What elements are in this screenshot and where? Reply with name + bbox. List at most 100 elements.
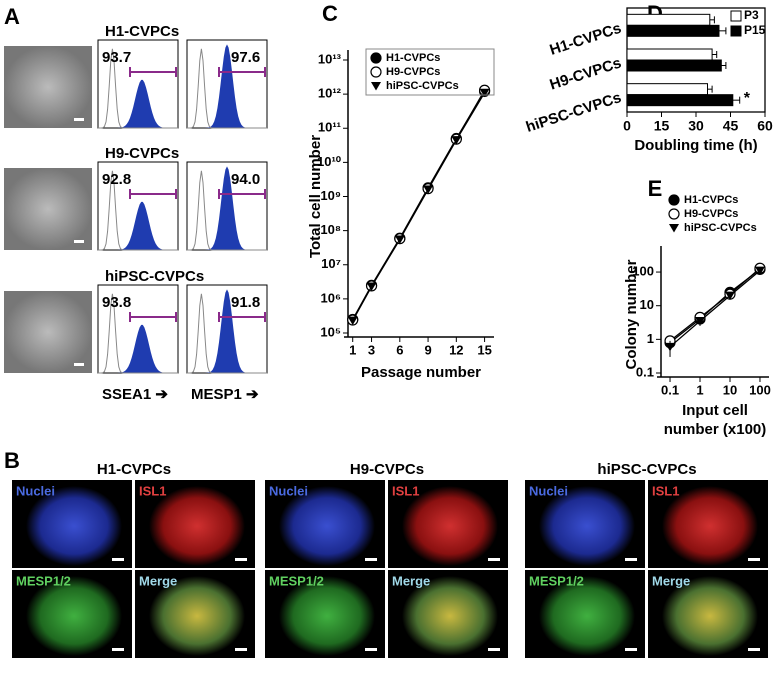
colony (149, 486, 245, 566)
marker (724, 291, 735, 301)
bar (626, 13, 711, 26)
y-tick-label: 10⁸ (320, 222, 341, 237)
gate-percent: 97.6 (231, 49, 260, 66)
marker (665, 342, 676, 352)
scale-bar (625, 558, 637, 561)
scale-bar (365, 648, 377, 651)
scale-bar (625, 648, 637, 651)
channel-label: Nuclei (16, 483, 55, 498)
row-title: hiPSC-CVPCs (105, 268, 204, 285)
colony (539, 486, 635, 566)
series-line (352, 92, 486, 321)
x-tick-label: 100 (749, 382, 771, 397)
scale-bar (365, 558, 377, 561)
y-axis-label: Total cell number (307, 135, 324, 258)
histogram-control (97, 48, 178, 129)
histogram-fill (187, 289, 267, 373)
bar (626, 83, 708, 96)
scale-bar (748, 558, 760, 561)
histogram-control (186, 293, 267, 374)
marker (394, 235, 405, 244)
gate-percent: 91.8 (231, 294, 260, 311)
histogram-control (97, 293, 178, 374)
legend-marker (371, 82, 381, 91)
y-tick-label: 100 (632, 263, 654, 278)
x-tick-label: 12 (449, 342, 463, 357)
x-tick-label: 3 (368, 342, 375, 357)
category-label: hiPSC-CVPCs (524, 89, 624, 136)
gate-percent: 93.7 (102, 49, 131, 66)
scale-bar (488, 558, 500, 561)
y-tick-label: 10 (640, 297, 654, 312)
y-tick-label: 10⁷ (321, 256, 341, 271)
channel-label: ISL1 (392, 483, 419, 498)
colony (539, 576, 635, 656)
panel-label: C (322, 1, 338, 26)
y-tick-label: 10¹² (318, 86, 342, 101)
colony (26, 576, 122, 656)
scale-bar (74, 118, 84, 121)
legend-label: H9-CVPCs (684, 208, 738, 220)
legend-frame (365, 48, 495, 96)
channel-label: ISL1 (652, 483, 679, 498)
scale-bar (235, 648, 247, 651)
group-title: hiPSC-CVPCs (597, 461, 696, 478)
x-tick-label: 45 (723, 118, 739, 134)
group-title: H9-CVPCs (350, 461, 424, 478)
x-tick-label: 60 (757, 118, 773, 134)
x-axis-label: Doubling time (h) (634, 137, 757, 154)
phase-image (4, 291, 92, 373)
y-tick-label: 10⁹ (320, 188, 341, 203)
bar (626, 24, 720, 37)
category-label: H1-CVPCs (548, 20, 624, 59)
channel-label: MESP1/2 (269, 573, 324, 588)
histogram-control (186, 170, 267, 251)
histogram-fill (98, 201, 178, 250)
histogram-control (97, 170, 178, 251)
category-label: H9-CVPCs (548, 54, 624, 93)
row-title: H9-CVPCs (105, 145, 179, 162)
scale-bar (112, 648, 124, 651)
legend-marker (370, 52, 382, 64)
legend-swatch (730, 25, 742, 37)
channel-label: Nuclei (529, 483, 568, 498)
marker (451, 136, 462, 145)
row-title: H1-CVPCs (105, 23, 179, 40)
legend-label: H1-CVPCs (684, 194, 738, 206)
y-tick-label: 1 (647, 331, 654, 346)
marker (695, 317, 706, 326)
channel-label: Merge (139, 573, 177, 588)
scale-bar (235, 558, 247, 561)
histogram-fill (98, 79, 178, 128)
channel-label: MESP1/2 (529, 573, 584, 588)
x-axis-label: number (x100) (664, 421, 767, 438)
histogram-control (186, 48, 267, 129)
phase-image (4, 46, 92, 128)
x-tick-label: 15 (654, 118, 670, 134)
histogram-axis-label: MESP1 ➔ (191, 386, 259, 403)
gate-percent: 92.8 (102, 171, 131, 188)
series-line (669, 267, 761, 342)
y-tick-label: 10¹³ (318, 51, 342, 66)
legend-marker (668, 194, 680, 206)
scale-bar (748, 648, 760, 651)
y-tick-label: 10¹⁰ (317, 154, 342, 169)
y-tick-label: 10⁶ (321, 290, 341, 305)
legend-marker (668, 208, 680, 220)
x-tick-label: 0 (623, 118, 631, 134)
colony (402, 576, 498, 656)
series-line (669, 270, 761, 348)
colony (149, 576, 245, 656)
marker (479, 88, 490, 98)
legend-marker (669, 224, 679, 233)
scale-bar (112, 558, 124, 561)
colony (662, 486, 758, 566)
scale-bar (488, 648, 500, 651)
phase-image (4, 168, 92, 250)
x-axis-label: Input cell (682, 402, 748, 419)
gate-percent: 93.8 (102, 294, 131, 311)
y-axis-label: Colony number (623, 259, 640, 369)
colony (279, 486, 375, 566)
